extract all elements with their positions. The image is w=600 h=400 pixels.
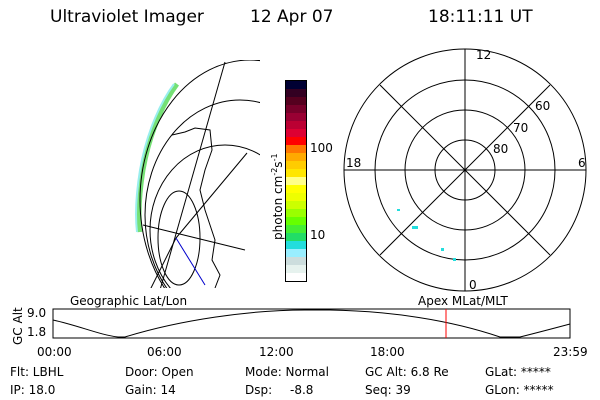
mlt-label-0: 0 [469, 278, 477, 292]
colorbar-swatch [286, 129, 306, 137]
door-status: Door: Open [125, 365, 194, 379]
apex-label: Apex MLat/MLT [418, 294, 508, 308]
colorbar-swatch [286, 241, 306, 249]
gain-status: Gain: 14 [125, 383, 176, 397]
mlt-label-12: 12 [476, 48, 492, 62]
lat-label-70: 70 [513, 121, 529, 135]
mlt-label-18: 18 [346, 156, 362, 170]
colorbar-swatch [286, 153, 306, 161]
filter-status: Flt: LBHL [10, 365, 64, 379]
colorbar-swatch [286, 121, 306, 129]
altitude-curve [52, 309, 571, 338]
colorbar-swatch [286, 177, 306, 185]
mlt-label-6: 6 [578, 156, 586, 170]
colorbar-swatch [286, 257, 306, 265]
colorbar-swatch [286, 225, 306, 233]
colorbar-swatch [286, 97, 306, 105]
colorbar-swatch [286, 81, 306, 89]
dsp-label: Dsp: [245, 383, 273, 397]
lat-label-60: 60 [535, 99, 551, 113]
colorbar-tick-10: 10 [310, 228, 326, 242]
colorbar-swatch [286, 233, 306, 241]
colorbar-swatch [286, 265, 306, 273]
colorbar-swatch [286, 209, 306, 217]
geographic-label: Geographic Lat/Lon [70, 294, 188, 308]
ip-status: IP: 18.0 [10, 383, 56, 397]
gc-alt-status: GC Alt: 6.8 Re [365, 365, 449, 379]
date-label: 12 Apr 07 [250, 7, 334, 27]
dsp-value: -8.8 [290, 383, 314, 397]
x-tick-0000: 00:00 [37, 345, 72, 359]
colorbar-swatch [286, 105, 306, 113]
colorbar-swatch [286, 161, 306, 169]
seq-status: Seq: 39 [365, 383, 411, 397]
glat-status: GLat: ***** [485, 365, 551, 379]
mode-status: Mode: Normal [245, 365, 329, 379]
colorbar-swatch [286, 145, 306, 153]
x-tick-2359: 23:59 [553, 345, 588, 359]
colorbar-swatch [286, 185, 306, 193]
colorbar-swatch [286, 137, 306, 145]
colorbar-swatch [286, 249, 306, 257]
instrument-title: Ultraviolet Imager [50, 7, 204, 27]
colorbar-swatch [286, 201, 306, 209]
x-tick-1200: 12:00 [259, 345, 294, 359]
x-tick-1800: 18:00 [370, 345, 405, 359]
colorbar [285, 80, 307, 282]
colorbar-swatch [286, 273, 306, 281]
y-tick-9: 9.0 [27, 306, 47, 320]
x-tick-0600: 06:00 [147, 345, 182, 359]
colorbar-swatch [286, 89, 306, 97]
colorbar-swatch [286, 193, 306, 201]
y-tick-1-8: 1.8 [27, 325, 47, 339]
colorbar-swatch [286, 169, 306, 177]
colorbar-swatch [286, 217, 306, 225]
lat-label-80: 80 [493, 142, 509, 156]
colorbar-swatch [286, 113, 306, 121]
colorbar-tick-100: 100 [310, 141, 333, 155]
time-label: 18:11:11 UT [428, 7, 533, 27]
glon-status: GLon: ***** [485, 383, 554, 397]
